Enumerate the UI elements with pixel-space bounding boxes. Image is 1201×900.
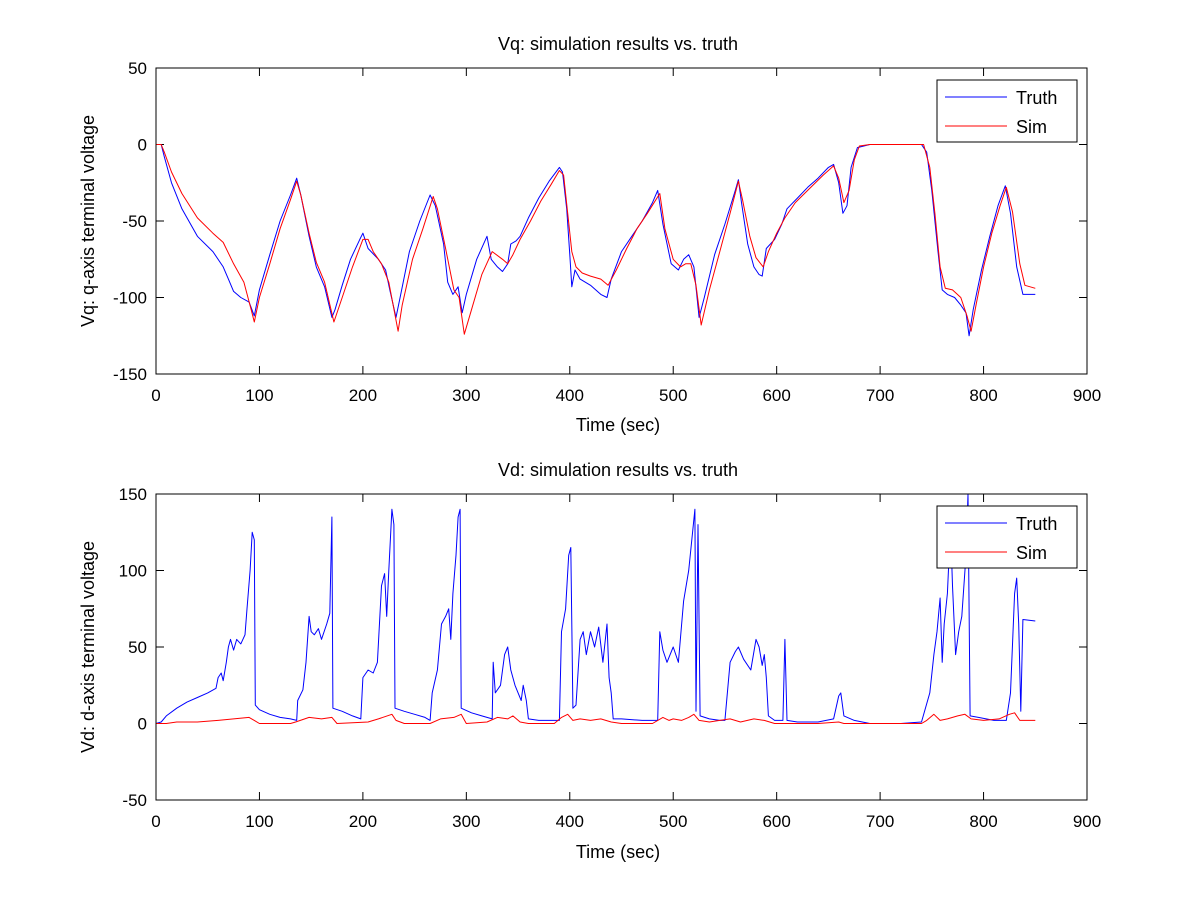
vq-y-tick-label: -50 [122, 212, 147, 231]
vq-series-group [156, 144, 1036, 337]
vd-x-tick-label: 900 [1073, 812, 1101, 831]
vd-x-tick-label: 400 [556, 812, 584, 831]
vq-series-truth-line [156, 144, 1036, 337]
vd-x-tick-label: 300 [452, 812, 480, 831]
vq-y-tick-labels: -150 -100 -50 0 50 [113, 59, 147, 384]
vd-series-sim-line [156, 712, 1036, 724]
vd-legend-sim-label: Sim [1016, 543, 1047, 563]
vd-x-tick-label: 0 [151, 812, 160, 831]
vd-x-tick-labels: 0 100 200 300 400 500 600 700 800 900 [151, 812, 1101, 831]
vd-legend-box [936, 505, 1078, 569]
vd-x-tick-label: 600 [762, 812, 790, 831]
vd-x-tick-label: 500 [659, 812, 687, 831]
vq-chart-title: Vq: simulation results vs. truth [498, 34, 738, 54]
vd-x-tick-label: 700 [866, 812, 894, 831]
vq-x-tick-labels: 0 100 200 300 400 500 600 700 800 900 [151, 386, 1101, 405]
vq-legend-box [936, 79, 1078, 143]
vq-y-axis-label: Vq: q-axis terminal voltage [78, 115, 98, 327]
vd-legend: Truth Sim [936, 505, 1078, 569]
vd-y-tick-label: 0 [138, 715, 147, 734]
vq-x-tick-label: 100 [245, 386, 273, 405]
vd-y-tick-labels: -50 0 50 100 150 [119, 485, 147, 810]
vd-y-tick-label: 150 [119, 485, 147, 504]
vq-y-tick-label: 0 [138, 136, 147, 155]
vq-axes-box [155, 67, 1088, 375]
vq-y-tick-label: -150 [113, 365, 147, 384]
vd-axes-box [155, 493, 1088, 801]
vd-y-tick-label: 50 [128, 638, 147, 657]
vq-legend-sim-label: Sim [1016, 117, 1047, 137]
vq-y-tick-label: -100 [113, 289, 147, 308]
vq-chart: Vq: simulation results vs. truth -150 -10… [78, 34, 1101, 435]
vq-x-tick-label: 400 [556, 386, 584, 405]
vq-legend-truth-label: Truth [1016, 88, 1057, 108]
vq-x-tick-label: 0 [151, 386, 160, 405]
vq-y-tick-label: 50 [128, 59, 147, 78]
vq-x-tick-label: 600 [762, 386, 790, 405]
vq-x-tick-label: 500 [659, 386, 687, 405]
vd-series-truth-line [155, 493, 1036, 724]
vq-legend: Truth Sim [936, 79, 1078, 143]
vd-x-tick-label: 100 [245, 812, 273, 831]
vd-x-tick-label: 200 [349, 812, 377, 831]
vd-legend-truth-label: Truth [1016, 514, 1057, 534]
vq-x-tick-label: 200 [349, 386, 377, 405]
vd-chart-title: Vd: simulation results vs. truth [498, 460, 738, 480]
vq-x-axis-label: Time (sec) [576, 415, 660, 435]
vq-x-tick-label: 900 [1073, 386, 1101, 405]
vd-x-tick-label: 800 [969, 812, 997, 831]
vd-series-group [155, 493, 1036, 724]
vq-x-tick-label: 800 [969, 386, 997, 405]
vq-series-sim-line [156, 144, 1036, 335]
vd-y-axis-label: Vd: d-axis terminal voltage [78, 541, 98, 753]
vd-chart: Vd: simulation results vs. truth -500501… [78, 460, 1101, 862]
vd-y-tick-label: -50 [122, 791, 147, 810]
vd-x-axis-label: Time (sec) [576, 842, 660, 862]
vq-x-tick-label: 700 [866, 386, 894, 405]
vd-y-tick-label: 100 [119, 562, 147, 581]
vq-x-tick-label: 300 [452, 386, 480, 405]
